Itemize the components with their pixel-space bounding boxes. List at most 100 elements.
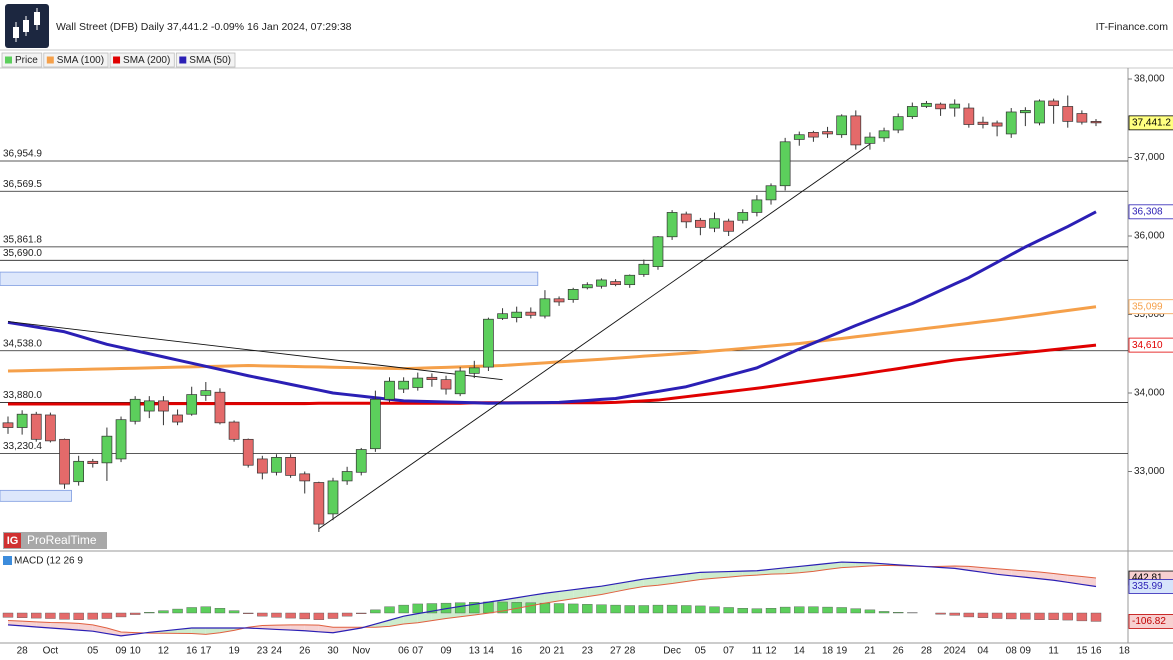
histogram-bar [243,612,254,614]
histogram-bar [1062,612,1073,621]
candle-body [723,220,734,232]
histogram-bar [1020,612,1031,620]
macd-fill [686,572,701,582]
macd-fill [785,566,800,574]
value-tag-label: 35,099 [1132,301,1163,312]
value-tag [1128,337,1173,353]
macd-fill [375,620,390,628]
candle-body [610,281,621,286]
x-tick-label: 09 [440,646,452,657]
candle-body [1048,100,1059,107]
macd-fill [389,616,404,627]
histogram-bar [1090,612,1102,622]
histogram-bar [553,603,565,614]
histogram-bar [200,606,212,614]
candle-body [581,284,593,289]
brand: IT-Finance.com [1096,21,1169,33]
macd-fill [841,562,856,568]
histogram-bar [850,608,861,614]
histogram-bar [87,612,98,620]
value-tag [1128,614,1173,629]
level-label: 35,861.8 [3,234,42,245]
level-label: 33,230.4 [3,441,42,452]
candle-body [412,377,424,388]
macd-fill [799,565,814,573]
candle-body [440,379,452,390]
histogram-bar [144,612,155,614]
macd-fill [22,621,37,627]
legend-label: SMA (200) [123,55,170,66]
watermark-text: ProRealTime [27,533,97,547]
x-tick-label: 2024 [944,646,967,657]
histogram-bar [384,606,395,614]
histogram-bar [652,604,664,614]
macd-fill [219,628,235,633]
histogram-bar [963,612,975,618]
x-tick-label: 28 [624,646,636,657]
x-tick-label: 19 [836,646,848,657]
histogram-bar [709,606,720,614]
candle-body [172,414,183,423]
candle-body [539,298,551,317]
zone [0,271,539,286]
macd-fill [813,563,828,572]
histogram-bar [822,606,833,614]
macd-fill [417,611,432,623]
candle-body [101,435,113,464]
x-tick-label: Nov [352,646,370,657]
legend-item [109,52,175,68]
watermark: IG ProRealTime [3,532,107,549]
macd-fill [657,575,673,586]
trendline [7,321,503,381]
x-tick-label: 15 [1076,646,1088,657]
histogram-bar [808,606,819,614]
histogram-bar [779,606,791,614]
candle-body [214,391,226,424]
x-tick-label: 05 [695,646,707,657]
icon-candle [23,20,29,32]
macd-fill [1039,572,1054,581]
histogram-bar [1076,612,1088,622]
y-tick-label: 35,000 [1134,309,1165,320]
histogram-bar [398,604,409,614]
candle-body [16,413,28,428]
candle-body [341,471,353,482]
candle-body [242,438,254,466]
candle-body [822,131,833,135]
x-tick-label: 28 [17,646,29,657]
histogram-bar [271,612,282,618]
histogram-bar [327,612,339,619]
x-tick-label: 19 [229,646,241,657]
candle-body [666,212,678,238]
x-tick-label: 11 [1048,646,1059,657]
sma-line [7,305,1097,373]
candle-body [370,398,381,450]
macd-fill [304,624,319,632]
macd-fill [559,589,574,601]
value-tag-label: 34,610 [1132,340,1163,351]
histogram-bar [539,602,551,614]
candle-body [963,107,975,125]
histogram-bar [765,608,777,614]
histogram-bar [525,602,537,614]
y-tick-label: 33,000 [1134,466,1165,477]
x-tick-label: 17 [200,646,212,657]
sma-line [7,210,1097,405]
macd-fill [276,624,291,631]
histogram-bar [59,612,70,620]
x-tick-label: 16 [1090,646,1102,657]
legend-swatch [179,56,187,64]
histogram-bar [1048,612,1059,620]
candle-body [313,482,325,525]
candle-body [1034,100,1045,124]
candle-body [115,419,127,460]
macd-fill [544,591,560,604]
app-icon [5,4,49,48]
candle-body [921,102,932,107]
histogram-bar [878,611,890,614]
candle-body [949,103,961,109]
macd-fill [997,568,1012,576]
histogram-bar [172,608,183,614]
candle-body [1076,113,1088,123]
